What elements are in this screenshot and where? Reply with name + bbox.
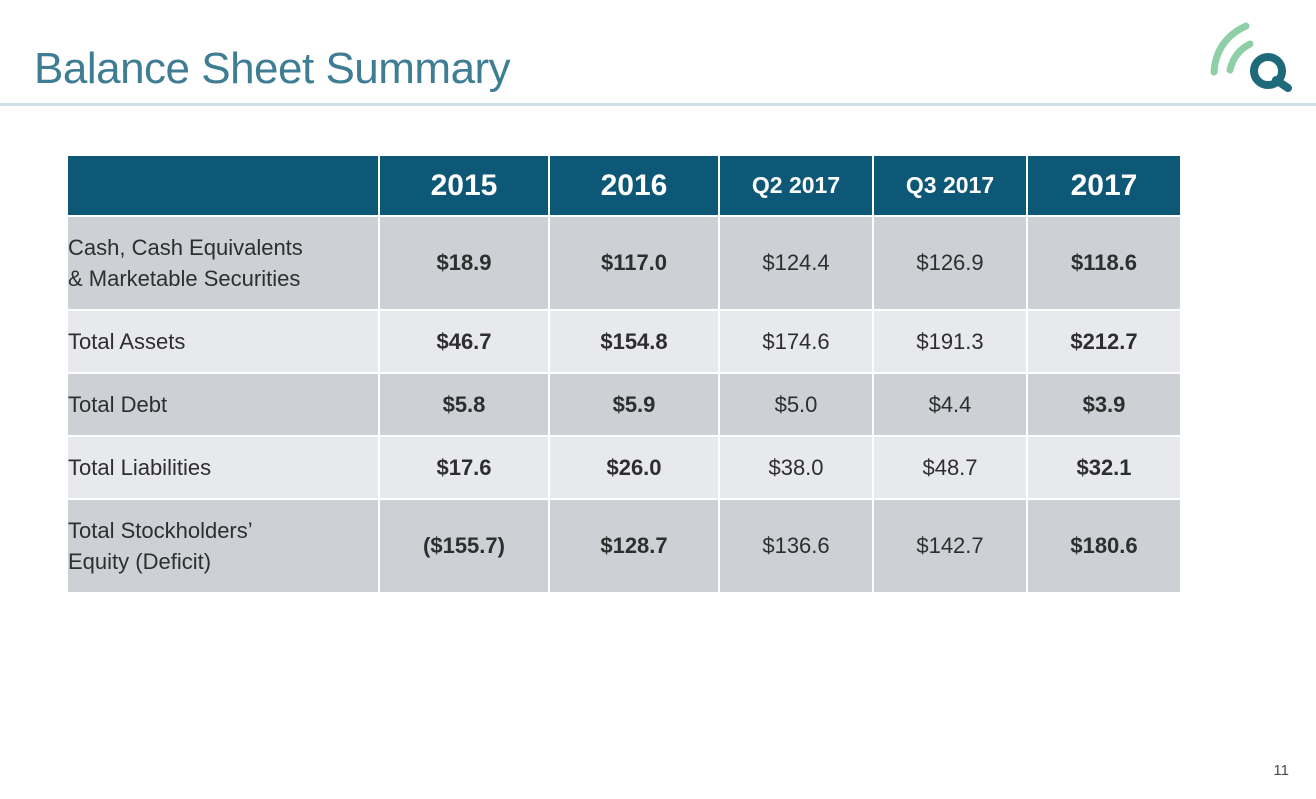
logo-letter: Q	[1206, 14, 1207, 15]
table-cell: $126.9	[872, 215, 1028, 311]
table-row: Total Debt $5.8 $5.9 $5.0 $4.4 $3.9	[66, 372, 1182, 437]
table-cell: $46.7	[378, 309, 550, 374]
table-row: Total Assets $46.7 $154.8 $174.6 $191.3 …	[66, 309, 1182, 374]
table-cell: $118.6	[1026, 215, 1182, 311]
title-divider	[0, 103, 1316, 106]
table-header-row: 2015 2016 Q2 2017 Q3 2017 2017	[66, 154, 1182, 217]
row-label: Total Assets	[66, 309, 380, 374]
row-label: Total Debt	[66, 372, 380, 437]
row-label-line: Total Stockholders’	[68, 518, 253, 543]
table-cell: $180.6	[1026, 498, 1182, 594]
table-cell: $5.0	[718, 372, 874, 437]
table-row: Cash, Cash Equivalents & Marketable Secu…	[66, 215, 1182, 311]
table-row: Total Stockholders’ Equity (Deficit) ($1…	[66, 498, 1182, 594]
table-cell: $3.9	[1026, 372, 1182, 437]
table-cell: $212.7	[1026, 309, 1182, 374]
table-cell: $154.8	[548, 309, 720, 374]
table-cell: $5.8	[378, 372, 550, 437]
table-cell: $5.9	[548, 372, 720, 437]
page-number: 11	[1273, 762, 1289, 779]
table-cell: $136.6	[718, 498, 874, 594]
header-cell-2016: 2016	[548, 154, 720, 217]
row-label-line: Equity (Deficit)	[68, 549, 212, 574]
row-label-line: & Marketable Securities	[68, 266, 301, 291]
company-logo-icon: Q	[1206, 14, 1292, 92]
table-cell: $128.7	[548, 498, 720, 594]
row-label: Total Liabilities	[66, 435, 380, 500]
table-cell: $26.0	[548, 435, 720, 500]
row-label-line: Cash, Cash Equivalents	[68, 235, 303, 260]
header-cell-2017: 2017	[1026, 154, 1182, 217]
page-title: Balance Sheet Summary	[34, 44, 511, 93]
header-cell-q2-2017: Q2 2017	[718, 154, 874, 217]
balance-sheet-table: 2015 2016 Q2 2017 Q3 2017 2017 Cash, Cas…	[66, 154, 1182, 594]
table-cell: $174.6	[718, 309, 874, 374]
table-cell: $142.7	[872, 498, 1028, 594]
table-cell: $17.6	[378, 435, 550, 500]
row-label: Cash, Cash Equivalents & Marketable Secu…	[66, 215, 380, 311]
table-cell: $4.4	[872, 372, 1028, 437]
row-label: Total Stockholders’ Equity (Deficit)	[66, 498, 380, 594]
table-cell: $18.9	[378, 215, 550, 311]
table-cell: $32.1	[1026, 435, 1182, 500]
table-cell: $38.0	[718, 435, 874, 500]
header-cell-blank	[66, 154, 380, 217]
table-cell: ($155.7)	[378, 498, 550, 594]
table-cell: $48.7	[872, 435, 1028, 500]
table-cell: $117.0	[548, 215, 720, 311]
header-cell-2015: 2015	[378, 154, 550, 217]
header-cell-q3-2017: Q3 2017	[872, 154, 1028, 217]
table-cell: $124.4	[718, 215, 874, 311]
table-cell: $191.3	[872, 309, 1028, 374]
table-row: Total Liabilities $17.6 $26.0 $38.0 $48.…	[66, 435, 1182, 500]
